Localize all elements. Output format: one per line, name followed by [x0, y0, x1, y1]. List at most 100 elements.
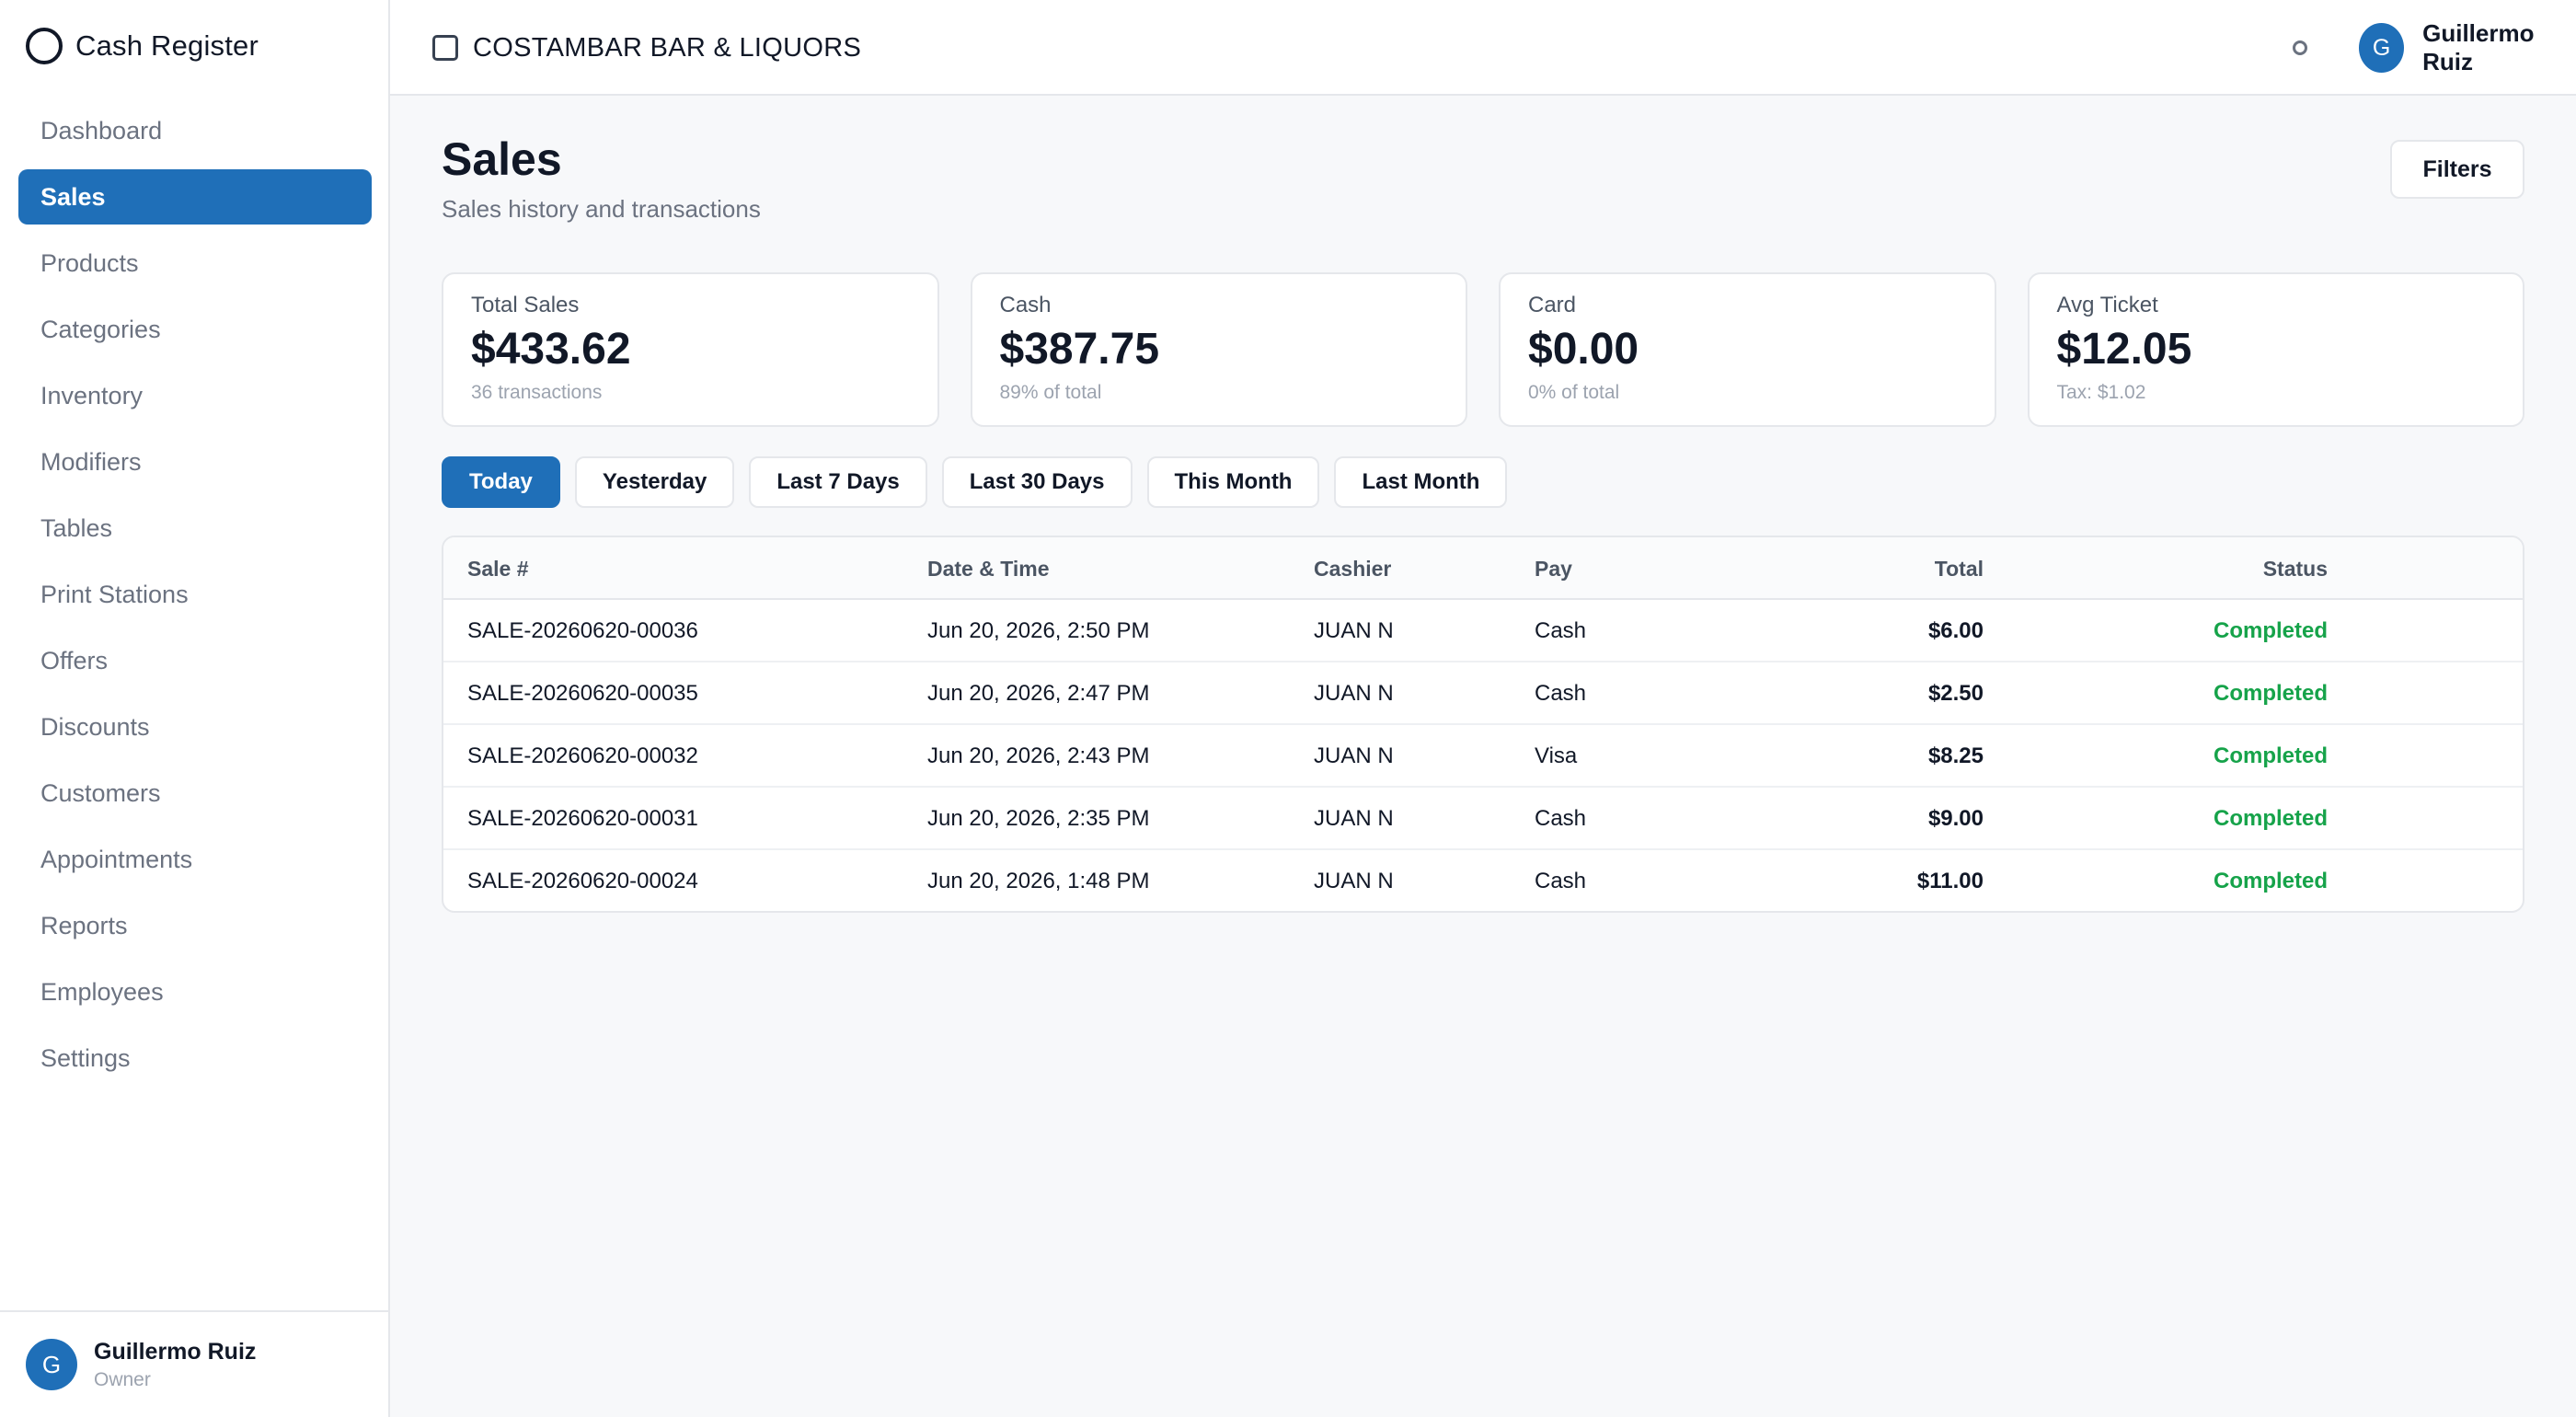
- cell-sale-number: SALE-20260620-00035: [467, 681, 698, 706]
- sidebar-user[interactable]: G Guillermo Ruiz Owner: [0, 1310, 388, 1417]
- status-badge: Completed: [2213, 681, 2328, 706]
- stat-card-card: Card $0.00 0% of total: [1499, 272, 1996, 427]
- cell-date-time: Jun 20, 2026, 2:50 PM: [927, 618, 1150, 643]
- stat-sub: 36 transactions: [471, 382, 603, 403]
- app-title: Cash Register: [75, 29, 259, 62]
- column-header-sale[interactable]: Sale #: [467, 556, 529, 581]
- circle-logo-icon: [26, 28, 63, 64]
- cell-date-time: Jun 20, 2026, 2:47 PM: [927, 681, 1150, 706]
- column-header-status[interactable]: Status: [2262, 556, 2328, 581]
- stat-value: $12.05: [2056, 325, 2192, 374]
- sidebar-item-inventory[interactable]: Inventory: [40, 381, 144, 409]
- range-last-month-button[interactable]: Last Month: [1334, 456, 1508, 508]
- sidebar-item-print-stations[interactable]: Print Stations: [40, 580, 189, 608]
- sidebar-item-products[interactable]: Products: [40, 248, 139, 277]
- store-name: COSTAMBAR BAR & LIQUORS: [473, 32, 862, 63]
- sidebar-user-info: Guillermo Ruiz Owner: [94, 1339, 256, 1391]
- stat-card-cash: Cash $387.75 89% of total: [970, 272, 1467, 427]
- cell-date-time: Jun 20, 2026, 1:48 PM: [927, 869, 1150, 893]
- range-yesterday-button[interactable]: Yesterday: [574, 456, 735, 508]
- column-header-total[interactable]: Total: [1934, 556, 1984, 581]
- top-header: COSTAMBAR BAR & LIQUORS G Guillermo Ruiz: [390, 0, 2576, 96]
- table-row[interactable]: SALE-20260620-00036 Jun 20, 2026, 2:50 P…: [443, 600, 2523, 662]
- cell-total: $11.00: [1916, 869, 1984, 893]
- sales-table: Sale # Date & Time Cashier Pay Total Sta…: [442, 536, 2524, 913]
- status-dot-icon[interactable]: [2293, 40, 2307, 55]
- sidebar-item-offers[interactable]: Offers: [40, 646, 109, 674]
- store-square-icon: [432, 35, 458, 61]
- range-last-7-days-button[interactable]: Last 7 Days: [749, 456, 927, 508]
- sidebar-item-discounts[interactable]: Discounts: [40, 712, 150, 741]
- cell-total: $2.50: [1927, 681, 1984, 706]
- stat-sub: Tax: $1.02: [2056, 382, 2146, 403]
- stats-cards: Total Sales $433.62 36 transactions Cash…: [442, 272, 2524, 427]
- table-row[interactable]: SALE-20260620-00032 Jun 20, 2026, 2:43 P…: [443, 725, 2523, 788]
- stat-sub: 0% of total: [1528, 382, 1620, 403]
- cell-cashier: JUAN N: [1314, 806, 1394, 831]
- status-badge: Completed: [2213, 869, 2328, 893]
- sidebar-item-settings[interactable]: Settings: [40, 1043, 131, 1072]
- sidebar-nav: Dashboard Sales Products Categories Inve…: [18, 103, 372, 1097]
- store-selector[interactable]: COSTAMBAR BAR & LIQUORS: [432, 0, 861, 96]
- table-header: Sale # Date & Time Cashier Pay Total Sta…: [443, 537, 2523, 600]
- sidebar-item-reports[interactable]: Reports: [40, 911, 128, 939]
- sidebar-item-appointments[interactable]: Appointments: [40, 845, 193, 873]
- sidebar-item-customers[interactable]: Customers: [40, 778, 161, 807]
- page-subtitle: Sales history and transactions: [442, 195, 761, 223]
- cell-total: $6.00: [1927, 618, 1984, 643]
- cell-pay: Cash: [1535, 681, 1587, 706]
- cell-total: $9.00: [1927, 806, 1984, 831]
- cell-date-time: Jun 20, 2026, 2:43 PM: [927, 743, 1150, 768]
- range-last-30-days-button[interactable]: Last 30 Days: [941, 456, 1133, 508]
- cell-sale-number: SALE-20260620-00032: [467, 743, 698, 768]
- avatar: G: [26, 1339, 77, 1390]
- stat-value: $387.75: [999, 325, 1160, 374]
- stat-label: Total Sales: [471, 293, 580, 317]
- stat-card-total-sales: Total Sales $433.62 36 transactions: [442, 272, 939, 427]
- stat-label: Cash: [999, 293, 1052, 317]
- sidebar-item-tables[interactable]: Tables: [40, 513, 113, 542]
- table-row[interactable]: SALE-20260620-00031 Jun 20, 2026, 2:35 P…: [443, 788, 2523, 850]
- cell-date-time: Jun 20, 2026, 2:35 PM: [927, 806, 1150, 831]
- filters-button[interactable]: Filters: [2390, 140, 2524, 199]
- cell-total: $8.25: [1927, 743, 1984, 768]
- range-today-button[interactable]: Today: [442, 456, 560, 508]
- sidebar-user-role: Owner: [94, 1368, 151, 1390]
- stat-label: Card: [1528, 293, 1577, 317]
- sidebar-user-name: Guillermo Ruiz: [94, 1338, 257, 1365]
- header-user-menu[interactable]: G Guillermo Ruiz: [2359, 0, 2576, 96]
- page-title: Sales: [442, 133, 562, 185]
- range-this-month-button[interactable]: This Month: [1146, 456, 1320, 508]
- brand[interactable]: Cash Register: [26, 26, 259, 66]
- sidebar: Cash Register Dashboard Sales Products C…: [0, 0, 390, 1417]
- cell-pay: Cash: [1535, 806, 1587, 831]
- column-header-cashier[interactable]: Cashier: [1314, 556, 1392, 581]
- status-badge: Completed: [2213, 618, 2328, 643]
- table-row[interactable]: SALE-20260620-00035 Jun 20, 2026, 2:47 P…: [443, 662, 2523, 725]
- cell-sale-number: SALE-20260620-00031: [467, 806, 698, 831]
- cell-pay: Visa: [1535, 743, 1578, 768]
- stat-sub: 89% of total: [999, 382, 1102, 403]
- cell-cashier: JUAN N: [1314, 618, 1394, 643]
- column-header-date[interactable]: Date & Time: [927, 556, 1050, 581]
- status-badge: Completed: [2213, 743, 2328, 768]
- cell-cashier: JUAN N: [1314, 743, 1394, 768]
- stat-card-avg-ticket: Avg Ticket $12.05 Tax: $1.02: [2027, 272, 2524, 427]
- stat-value: $0.00: [1528, 325, 1639, 374]
- sidebar-item-modifiers[interactable]: Modifiers: [40, 447, 142, 476]
- column-header-pay[interactable]: Pay: [1535, 556, 1572, 581]
- stat-value: $433.62: [471, 325, 631, 374]
- sidebar-item-sales[interactable]: Sales: [18, 169, 372, 225]
- status-badge: Completed: [2213, 806, 2328, 831]
- sidebar-item-dashboard[interactable]: Dashboard: [40, 116, 163, 144]
- cell-pay: Cash: [1535, 618, 1587, 643]
- cell-cashier: JUAN N: [1314, 681, 1394, 706]
- sidebar-item-employees[interactable]: Employees: [40, 977, 164, 1006]
- table-row[interactable]: SALE-20260620-00024 Jun 20, 2026, 1:48 P…: [443, 850, 2523, 911]
- cell-cashier: JUAN N: [1314, 869, 1394, 893]
- avatar: G: [2359, 23, 2405, 73]
- header-user-name: Guillermo Ruiz: [2422, 19, 2535, 75]
- sidebar-item-categories[interactable]: Categories: [40, 315, 161, 343]
- cell-pay: Cash: [1535, 869, 1587, 893]
- date-range-tabs: Today Yesterday Last 7 Days Last 30 Days…: [442, 456, 1508, 508]
